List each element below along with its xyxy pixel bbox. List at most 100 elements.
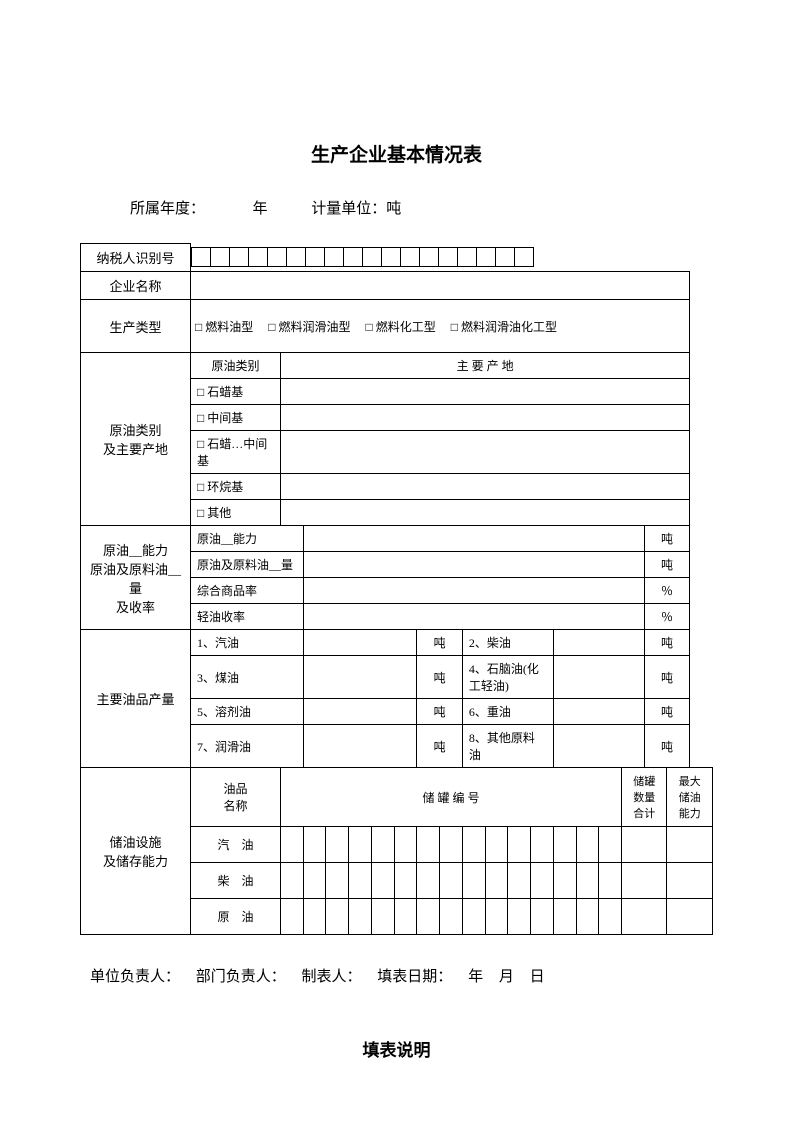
tank-cell[interactable] (326, 827, 349, 863)
tank-maxcap-cell[interactable] (667, 827, 713, 863)
tank-cell[interactable] (508, 899, 531, 935)
tax-id-cell[interactable] (439, 248, 458, 267)
crude-type-5[interactable]: □其他 (191, 500, 281, 526)
prod-2-unit: 吨 (644, 630, 689, 656)
tank-cell[interactable] (553, 899, 576, 935)
tank-cell[interactable] (303, 827, 326, 863)
tank-cell[interactable] (599, 827, 622, 863)
crude-type-3[interactable]: □石蜡…中间基 (191, 431, 281, 474)
prod-6-val[interactable] (553, 699, 644, 725)
tank-count-cell[interactable] (622, 899, 667, 935)
tank-cell[interactable] (394, 899, 417, 935)
tank-cell[interactable] (349, 899, 372, 935)
tax-id-cell[interactable] (363, 248, 382, 267)
tax-id-cell[interactable] (458, 248, 477, 267)
tank-cell[interactable] (440, 827, 463, 863)
tank-cell[interactable] (281, 827, 304, 863)
tank-count-cell[interactable] (622, 863, 667, 899)
prod-1-val[interactable] (303, 630, 417, 656)
company-name-cell[interactable] (191, 272, 690, 300)
prod-4-val[interactable] (553, 656, 644, 699)
tank-cell[interactable] (599, 899, 622, 935)
prod-7-val[interactable] (303, 725, 417, 768)
prod-3-val[interactable] (303, 656, 417, 699)
tank-maxcap-cell[interactable] (667, 863, 713, 899)
tank-cell[interactable] (394, 827, 417, 863)
tax-id-cell[interactable] (230, 248, 249, 267)
crude-src-5[interactable] (281, 500, 690, 526)
tank-cell[interactable] (371, 827, 394, 863)
tank-cell[interactable] (417, 827, 440, 863)
tank-cell[interactable] (394, 863, 417, 899)
tank-cell[interactable] (440, 899, 463, 935)
tax-id-cell[interactable] (401, 248, 420, 267)
cap-row-1-val[interactable] (303, 552, 644, 578)
crude-src-4[interactable] (281, 474, 690, 500)
cap-row-2-val[interactable] (303, 578, 644, 604)
prodtype-opt-4[interactable]: □燃料润滑油化工型 (451, 320, 557, 334)
tank-cell[interactable] (417, 899, 440, 935)
tax-id-cell[interactable] (382, 248, 401, 267)
prod-1-label: 1、汽油 (191, 630, 304, 656)
cap-row-3-val[interactable] (303, 604, 644, 630)
tank-cell[interactable] (417, 863, 440, 899)
tax-id-cell[interactable] (325, 248, 344, 267)
tank-cell[interactable] (508, 827, 531, 863)
tank-cell[interactable] (531, 827, 554, 863)
tank-cell[interactable] (281, 863, 304, 899)
tax-id-cell[interactable] (477, 248, 496, 267)
tax-id-cell[interactable] (306, 248, 325, 267)
tank-cell[interactable] (531, 863, 554, 899)
crude-type-2[interactable]: □中间基 (191, 405, 281, 431)
tax-id-cell[interactable] (192, 248, 211, 267)
prodtype-opt-2[interactable]: □燃料润滑油型 (268, 320, 350, 334)
tank-cell[interactable] (349, 827, 372, 863)
prod-5-val[interactable] (303, 699, 417, 725)
tank-cell[interactable] (531, 899, 554, 935)
prod-5-unit: 吨 (417, 699, 462, 725)
tax-id-cell[interactable] (496, 248, 515, 267)
prod-2-val[interactable] (553, 630, 644, 656)
crude-src-1[interactable] (281, 379, 690, 405)
crude-type-1[interactable]: □石蜡基 (191, 379, 281, 405)
tank-cell[interactable] (599, 863, 622, 899)
tank-cell[interactable] (371, 899, 394, 935)
cap-row-0-val[interactable] (303, 526, 644, 552)
tax-id-cell[interactable] (515, 248, 534, 267)
tank-cell[interactable] (462, 827, 485, 863)
prod-8-val[interactable] (553, 725, 644, 768)
tax-id-cell[interactable] (268, 248, 287, 267)
tank-cell[interactable] (485, 899, 508, 935)
tank-cell[interactable] (371, 863, 394, 899)
tax-id-cell[interactable] (420, 248, 439, 267)
tank-cell[interactable] (576, 827, 599, 863)
tank-cell[interactable] (462, 899, 485, 935)
tank-cell[interactable] (440, 863, 463, 899)
tank-cell[interactable] (281, 899, 304, 935)
prodtype-opt-3[interactable]: □燃料化工型 (366, 320, 436, 334)
tank-cell[interactable] (349, 863, 372, 899)
tank-count-cell[interactable] (622, 827, 667, 863)
tank-cell[interactable] (303, 863, 326, 899)
crude-type-4[interactable]: □环烷基 (191, 474, 281, 500)
prodtype-opt-1[interactable]: □燃料油型 (195, 320, 253, 334)
tax-id-cell[interactable] (344, 248, 363, 267)
tank-cell[interactable] (485, 863, 508, 899)
tax-id-cell[interactable] (211, 248, 230, 267)
tank-cell[interactable] (303, 899, 326, 935)
tank-cell[interactable] (326, 863, 349, 899)
tax-id-cell[interactable] (287, 248, 306, 267)
tank-cell[interactable] (485, 827, 508, 863)
tank-cell[interactable] (462, 863, 485, 899)
crude-src-2[interactable] (281, 405, 690, 431)
tax-id-cell[interactable] (249, 248, 268, 267)
tank-cell[interactable] (576, 899, 599, 935)
tank-cell[interactable] (553, 863, 576, 899)
row-prodtype-label: 生产类型 (81, 300, 191, 353)
tank-cell[interactable] (326, 899, 349, 935)
tank-maxcap-cell[interactable] (667, 899, 713, 935)
tank-cell[interactable] (508, 863, 531, 899)
crude-src-3[interactable] (281, 431, 690, 474)
tank-cell[interactable] (576, 863, 599, 899)
tank-cell[interactable] (553, 827, 576, 863)
